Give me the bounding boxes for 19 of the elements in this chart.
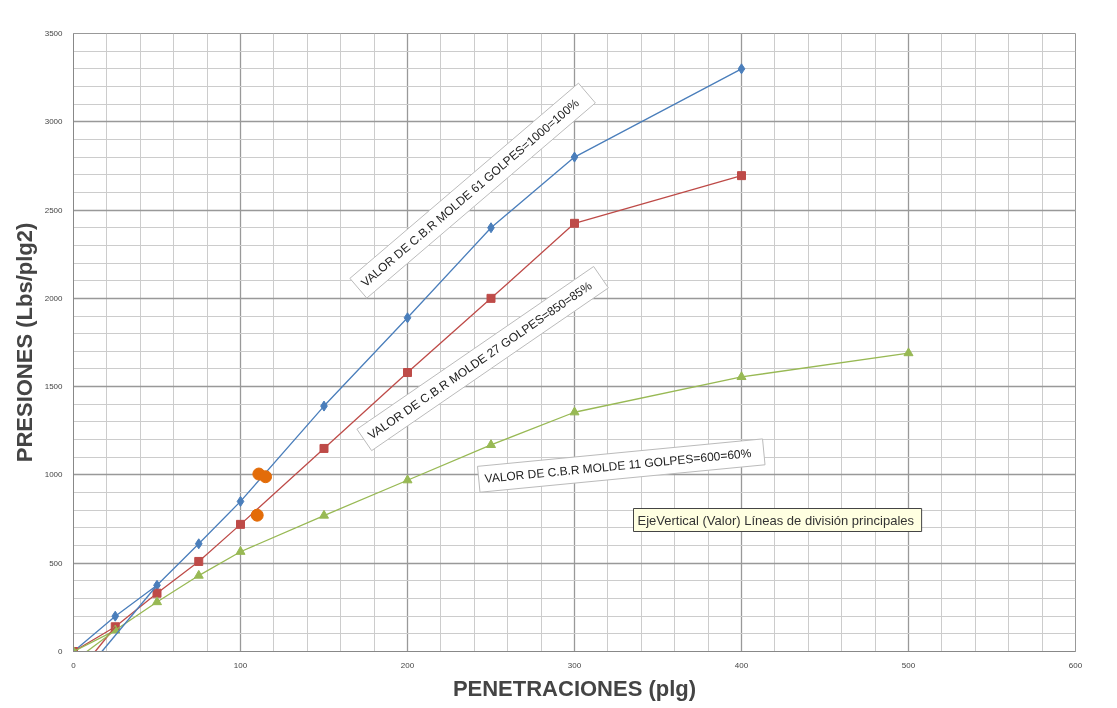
y-tick-label: 2500 bbox=[44, 205, 64, 215]
x-tick-label: 200 bbox=[400, 660, 415, 670]
x-axis-title: PENETRACIONES (plg) bbox=[452, 675, 697, 701]
x-tick-label: 0 bbox=[71, 660, 77, 670]
y-tick-label: 500 bbox=[49, 558, 64, 568]
y-tick-label: 3500 bbox=[44, 29, 64, 38]
y-tick-label: 1000 bbox=[44, 470, 64, 480]
y-tick-label: 1500 bbox=[44, 382, 64, 392]
annotation: VALOR DE C.B.R MOLDE 11 GOLPES=600=60% bbox=[484, 446, 753, 486]
x-tick-label: 400 bbox=[734, 660, 749, 670]
x-tick-label: 100 bbox=[233, 660, 248, 670]
x-tick-label: 300 bbox=[567, 660, 582, 670]
y-axis-title: PRESIONES (Lbs/plg2) bbox=[11, 222, 37, 463]
y-tick-label: 3000 bbox=[44, 117, 64, 127]
y-tick-label: 2000 bbox=[44, 293, 64, 303]
x-tick-label: 500 bbox=[901, 660, 916, 670]
x-tick-label: 600 bbox=[1068, 660, 1083, 670]
annotation: EjeVertical (Valor) Líneas de división principales bbox=[637, 512, 915, 528]
y-tick-label: 0 bbox=[58, 647, 64, 656]
